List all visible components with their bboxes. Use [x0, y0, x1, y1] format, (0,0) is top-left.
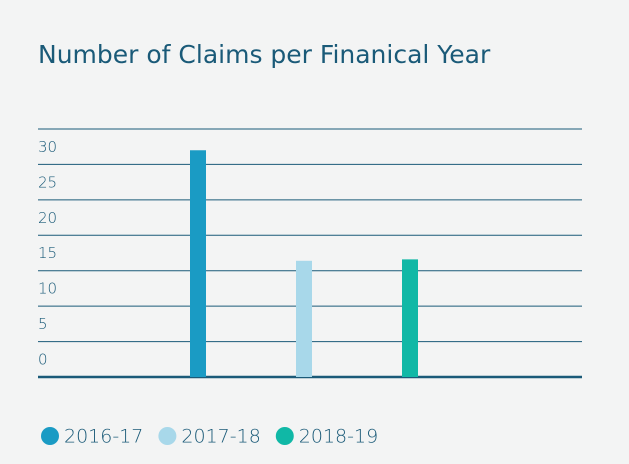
legend-swatch [158, 427, 177, 445]
y-tick-label: 25 [38, 173, 57, 191]
y-tick-label: 20 [38, 209, 57, 227]
y-tick-label: 10 [38, 280, 57, 298]
y-tick-label: 30 [38, 138, 57, 156]
legend-swatch [41, 427, 59, 445]
y-tick-label: 5 [38, 315, 48, 333]
chart-title: Number of Claims per Finanical Year [38, 40, 491, 69]
legend-label: 2016-17 [64, 426, 143, 448]
legend-swatch [275, 427, 294, 445]
y-tick-label: 15 [38, 244, 57, 262]
bar [296, 260, 312, 377]
y-tick-label: 0 [38, 351, 48, 369]
bar [190, 150, 206, 377]
legend-label: 2018-19 [299, 426, 378, 448]
legend-label: 2017-18 [181, 426, 260, 448]
bar [402, 259, 418, 377]
